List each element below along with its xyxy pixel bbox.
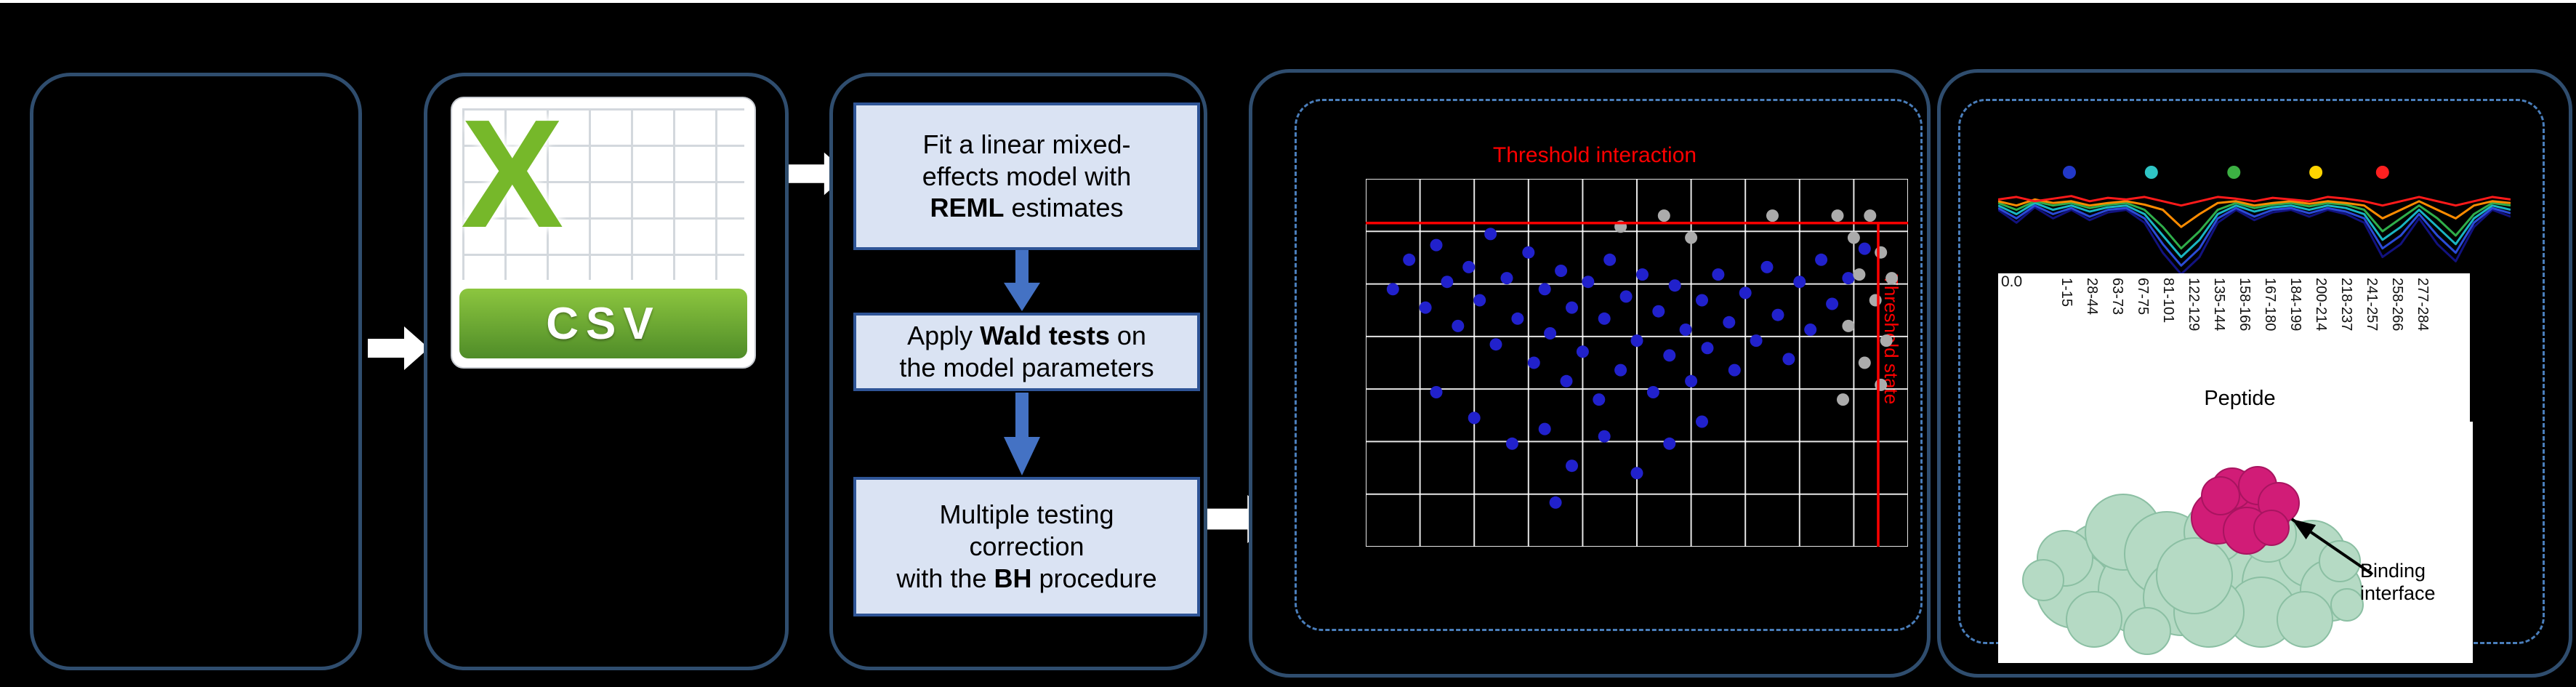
volcano-dashed-box: Threshold interaction Threshold state [1295,99,1923,631]
panel-csv-input: X CSV [424,73,789,670]
peptide-axis-panel: 0.0 1-15 28-44 63-73 67-75 81-101 122-129 135-… [1998,273,2470,422]
spreadsheet-grid [462,108,744,280]
peptide-label: 28-44 [2084,278,2100,316]
uptake-profile-chart [1998,166,2511,276]
binding-interface-label: Binding interface [2360,560,2436,605]
peptide-label: 135-144 [2211,278,2227,332]
volcano-plot [1366,179,1908,547]
peptide-label: 1-15 [2058,278,2074,308]
csv-file-icon: X CSV [451,87,756,369]
condition-dot [2144,166,2158,179]
binding-interface-magenta [2191,466,2300,555]
protein-structure-panel: Binding interface [1998,422,2473,663]
peptide-label: 67-75 [2135,278,2151,316]
annotation-arrow [2290,518,2374,576]
peptide-label: 184-199 [2287,278,2303,332]
peptide-axis-title: Peptide [2204,387,2276,410]
peptide-label: 218-237 [2338,278,2354,332]
protein-structure-image [2022,466,2374,655]
excel-x-glyph: X [461,87,564,260]
csv-banner-label: CSV [546,298,661,349]
structure-dashed-box: 0.0 1-15 28-44 63-73 67-75 81-101 122-129 135-… [1958,99,2545,663]
peptide-label: 277-284 [2415,278,2431,332]
top-divider [0,0,2576,3]
peptide-label: 258-266 [2389,278,2405,332]
step-wald-tests-text: Apply Wald tests on the model parameters [899,321,1154,382]
peptide-label: 122-129 [2186,278,2202,332]
peptide-label: 167-180 [2262,278,2278,332]
panel-statistical-model: Fit a linear mixed- effects model with R… [829,73,1207,670]
flow-arrow-right-icon [368,326,429,370]
peptide-label: 158-166 [2237,278,2253,332]
flow-arrow-down-icon [1004,393,1040,475]
peptide-label: 200-214 [2313,278,2329,332]
peptide-label: 241-257 [2364,278,2380,332]
condition-dot [2309,166,2323,179]
y-axis-tick: 0.0 [2001,273,2023,290]
peptide-axis-labels: 1-15 28-44 63-73 67-75 81-101 122-129 135-144 1… [2049,278,2431,387]
step-bh-correction-text: Multiple testing correction with the BH … [896,499,1157,593]
flow-arrow-down-icon [1004,250,1040,311]
panel-experiment [30,73,362,670]
csv-banner: CSV [459,289,747,358]
condition-dot [2063,166,2076,179]
peptide-label: 81-101 [2160,278,2176,324]
condition-dot [2375,166,2389,179]
condition-dot [2227,166,2241,179]
step-fit-model: Fit a linear mixed- effects model with R… [853,103,1200,250]
threshold-interaction-label: Threshold interaction [1492,143,1697,167]
step-bh-correction: Multiple testing correction with the BH … [853,477,1200,616]
panel-structure-output: 0.0 1-15 28-44 63-73 67-75 81-101 122-129 135-… [1937,69,2572,678]
peptide-label: 63-73 [2109,278,2125,316]
protein-surface-green [2022,494,2364,655]
step-fit-model-text: Fit a linear mixed- effects model with R… [922,129,1132,223]
step-wald-tests: Apply Wald tests on the model parameters [853,313,1200,391]
panel-volcano-output: Threshold interaction Threshold state [1249,69,1931,678]
